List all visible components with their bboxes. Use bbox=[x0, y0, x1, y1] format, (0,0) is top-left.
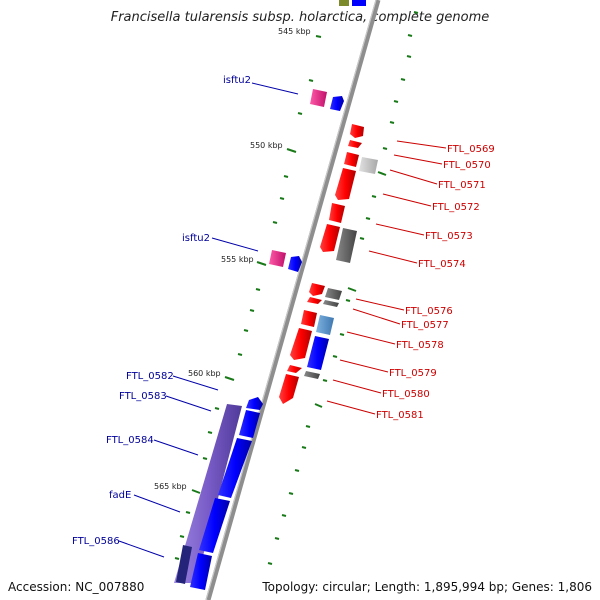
label-ftl-0581: FTL_0581 bbox=[376, 410, 424, 421]
ftl-0569-feature bbox=[350, 124, 364, 138]
isftu2-feature bbox=[269, 250, 286, 267]
gene-feature bbox=[325, 288, 342, 300]
label-ftl-0574: FTL_0574 bbox=[418, 259, 466, 270]
label-ftl-0569: FTL_0569 bbox=[447, 144, 495, 155]
ftl-0570-feature bbox=[348, 140, 362, 148]
map-title: Francisella tularensis subsp. holarctica… bbox=[110, 10, 490, 25]
topology-label: Topology: circular; Length: 1,895,994 bp… bbox=[262, 580, 592, 594]
gene-feature bbox=[176, 545, 192, 584]
tick-label-560: 560 kbp bbox=[188, 369, 221, 378]
gene-feature bbox=[304, 371, 320, 379]
label-ftl-0576: FTL_0576 bbox=[405, 306, 453, 317]
ftl-0579-feature bbox=[290, 328, 312, 360]
ftl-0574-feature bbox=[320, 224, 340, 252]
gene-feature bbox=[323, 300, 339, 307]
ftl-0577-feature bbox=[307, 297, 322, 304]
top-clipped-feature bbox=[352, 0, 366, 6]
plus-label-leaders bbox=[118, 82, 299, 558]
label-ftl-0572: FTL_0572 bbox=[432, 202, 480, 213]
label-fade: fadE bbox=[109, 490, 131, 501]
tick-label-545: 545 kbp bbox=[278, 27, 311, 36]
fade-feature bbox=[199, 498, 230, 553]
ftl-0572-feature bbox=[335, 168, 356, 200]
top-clipped-feature bbox=[339, 0, 349, 6]
label-ftl-0571: FTL_0571 bbox=[438, 180, 486, 191]
gene-feature bbox=[330, 96, 344, 111]
label-ftl-0584: FTL_0584 bbox=[106, 435, 154, 446]
gene-feature bbox=[359, 157, 378, 174]
ftl-0586-feature bbox=[190, 553, 212, 590]
backbone-highlight bbox=[205, 0, 377, 600]
outer-tick-track bbox=[267, 11, 419, 565]
gene-feature bbox=[316, 315, 334, 335]
inner-tick-track bbox=[174, 35, 322, 560]
ftl-0578-feature bbox=[301, 310, 317, 327]
isftu2-feature bbox=[310, 89, 327, 107]
gene-feature bbox=[307, 336, 329, 370]
gene-feature bbox=[336, 228, 357, 263]
label-ftl-0586: FTL_0586 bbox=[72, 536, 120, 547]
ftl-0581-feature bbox=[279, 374, 299, 404]
tick-label-550: 550 kbp bbox=[250, 141, 283, 150]
plus-strand-features bbox=[174, 89, 344, 590]
ftl-0583-feature bbox=[239, 410, 260, 438]
tick-label-565: 565 kbp bbox=[154, 482, 187, 491]
label-isftu2-lower: isftu2 bbox=[182, 233, 210, 244]
label-ftl-0573: FTL_0573 bbox=[425, 231, 473, 242]
label-isftu2-upper: isftu2 bbox=[223, 75, 251, 86]
ftl-0582-feature bbox=[246, 397, 263, 410]
label-ftl-0583: FTL_0583 bbox=[119, 391, 167, 402]
ftl-0571-feature bbox=[344, 152, 359, 167]
gene-feature bbox=[288, 256, 302, 272]
label-ftl-0570: FTL_0570 bbox=[443, 160, 491, 171]
ftl-0584-feature bbox=[218, 438, 252, 498]
accession-label: Accession: NC_007880 bbox=[8, 580, 145, 594]
ftl-0580-feature bbox=[287, 365, 302, 373]
ftl-0573-feature bbox=[329, 203, 345, 223]
label-ftl-0580: FTL_0580 bbox=[382, 389, 430, 400]
label-ftl-0577: FTL_0577 bbox=[401, 320, 449, 331]
genome-backbone bbox=[205, 0, 381, 600]
minus-label-leaders bbox=[326, 140, 447, 415]
label-ftl-0579: FTL_0579 bbox=[389, 368, 437, 379]
label-ftl-0578: FTL_0578 bbox=[396, 340, 444, 351]
tick-label-555: 555 kbp bbox=[221, 255, 254, 264]
minus-strand-features bbox=[279, 124, 378, 404]
ftl-0576-feature bbox=[309, 283, 325, 296]
label-ftl-0582: FTL_0582 bbox=[126, 371, 174, 382]
operon-feature bbox=[174, 404, 242, 583]
